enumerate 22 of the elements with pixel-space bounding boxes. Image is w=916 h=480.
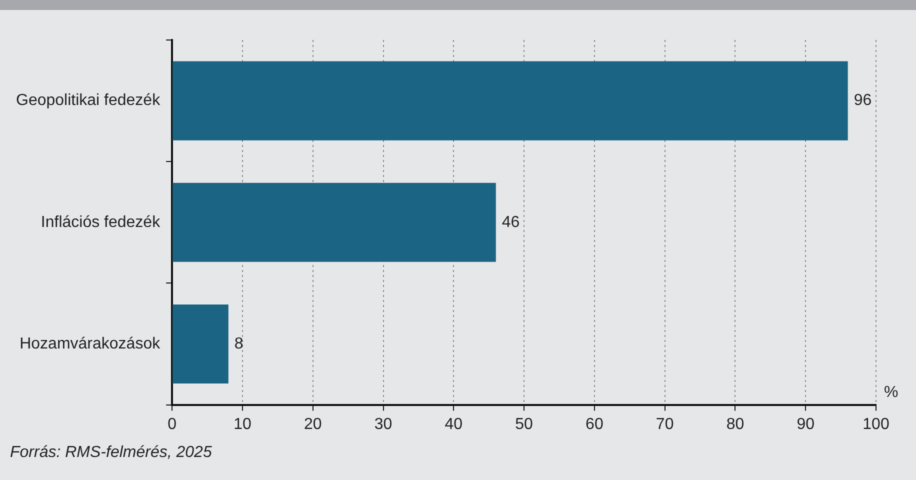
x-tick-label: 50 bbox=[515, 416, 534, 433]
x-tick-label: 0 bbox=[168, 416, 177, 433]
bar bbox=[172, 61, 848, 140]
x-tick-label: 60 bbox=[586, 416, 604, 433]
bar bbox=[172, 304, 228, 384]
data-label: 46 bbox=[502, 214, 520, 231]
x-axis-title: % bbox=[884, 384, 898, 402]
bar bbox=[172, 182, 496, 262]
text: Forrás: RMS-felmérés, 2025 bbox=[10, 444, 213, 462]
x-tick-label: 100 bbox=[862, 416, 890, 433]
x-tick-label: 90 bbox=[796, 416, 815, 433]
x-tick-label: 80 bbox=[726, 416, 744, 433]
x-tick-label: 30 bbox=[374, 416, 392, 433]
x-tick-label: 70 bbox=[656, 416, 674, 433]
data-label: 96 bbox=[854, 92, 872, 110]
data-label: 8 bbox=[234, 335, 244, 352]
y-tick-label: Inflációs fedezék bbox=[40, 214, 162, 231]
x-tick-label: 40 bbox=[444, 416, 463, 433]
y-tick-label: Hozamvárakozások bbox=[20, 335, 162, 352]
x-tick-label: 20 bbox=[304, 416, 322, 433]
x-tick-label: 10 bbox=[234, 416, 252, 433]
y-tick-label: Geopolitikai fedezék bbox=[16, 92, 162, 110]
